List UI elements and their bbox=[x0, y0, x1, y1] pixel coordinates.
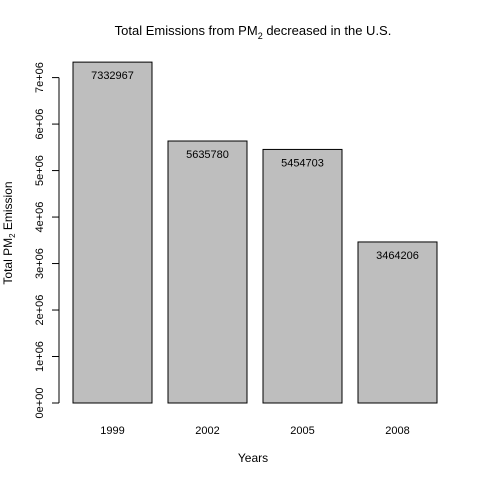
data-label-2008: 3464206 bbox=[376, 250, 419, 262]
bar-1999 bbox=[72, 61, 153, 404]
data-label-2002: 5635780 bbox=[186, 149, 229, 161]
chart-title: Total Emissions from PM2 decreased in th… bbox=[115, 23, 392, 41]
x-tick-label-2008: 2008 bbox=[385, 425, 409, 437]
x-tick-label-2002: 2002 bbox=[195, 425, 219, 437]
y-tick-label-5: 5e+06 bbox=[34, 155, 46, 186]
x-tick-label-1999: 1999 bbox=[100, 425, 124, 437]
x-tick-label-2005: 2005 bbox=[290, 425, 314, 437]
data-label-2005: 5454703 bbox=[281, 157, 324, 169]
bars-group: 7332967 5635780 5454703 3464206 bbox=[72, 61, 438, 404]
y-tick-label-1: 1e+06 bbox=[34, 341, 46, 372]
bar-2002 bbox=[167, 140, 248, 404]
y-tick-label-0: 0e+00 bbox=[34, 388, 46, 419]
data-label-1999: 7332967 bbox=[91, 70, 134, 82]
y-axis: 0e+00 1e+06 2e+06 3e+06 4e+06 5e+06 6e+06 7e+06 bbox=[34, 62, 60, 419]
y-axis-label: Total PM2 Emission bbox=[1, 181, 17, 284]
y-tick-label-3: 3e+06 bbox=[34, 248, 46, 279]
y-tick-label-2: 2e+06 bbox=[34, 295, 46, 326]
y-tick-label-4: 4e+06 bbox=[34, 202, 46, 233]
y-tick-label-7: 7e+06 bbox=[34, 62, 46, 93]
bar-2008 bbox=[357, 241, 438, 404]
y-tick-label-6: 6e+06 bbox=[34, 109, 46, 140]
x-tick-labels: 1999 2002 2005 2008 bbox=[100, 425, 409, 437]
bar-2005 bbox=[262, 148, 343, 404]
x-axis-label: Years bbox=[238, 451, 268, 465]
